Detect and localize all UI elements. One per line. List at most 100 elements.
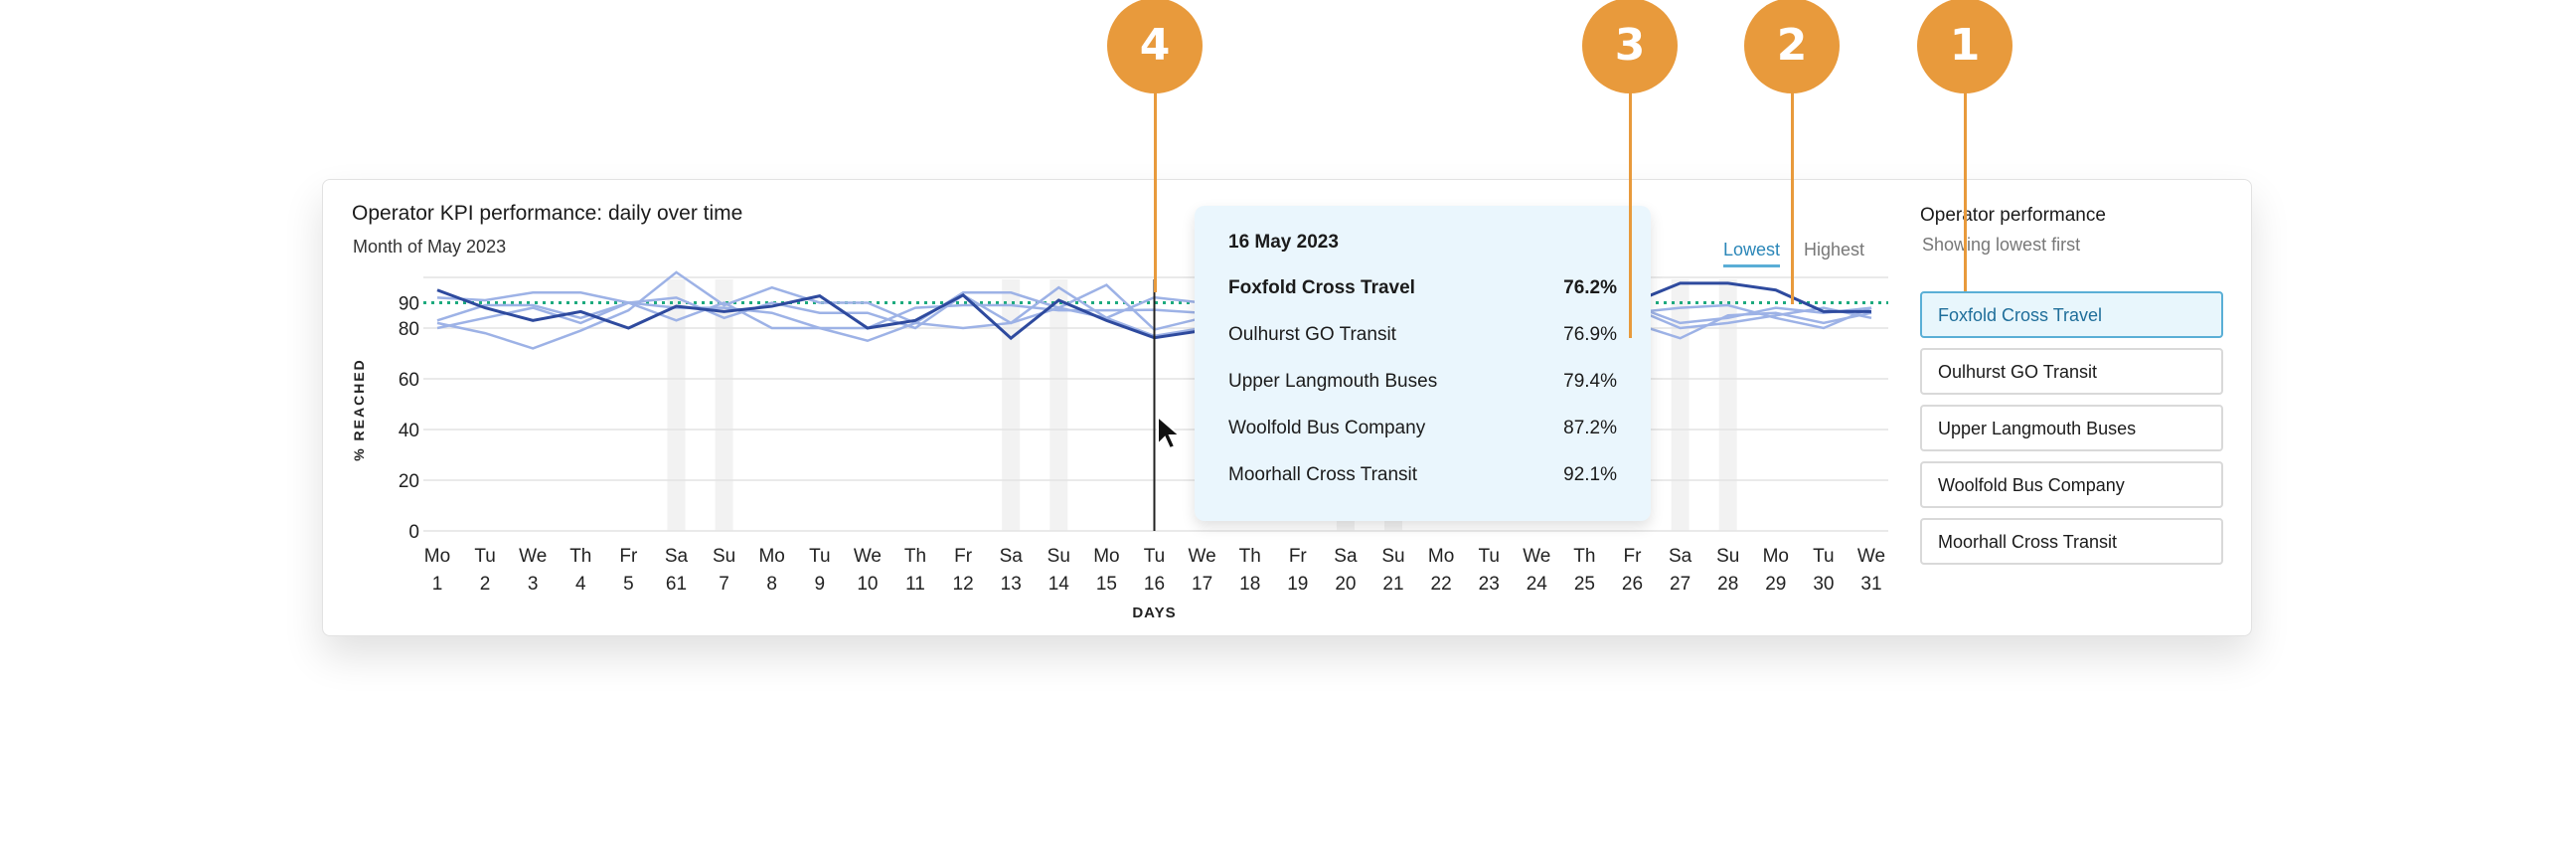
x-tick-weekday: Sa: [1669, 546, 1692, 567]
tooltip-operator-value: 87.2%: [1563, 418, 1617, 438]
y-tick-label: 40: [399, 421, 419, 441]
tooltip-operator-value: 76.9%: [1563, 324, 1617, 345]
annotation-badge-3: 3: [1582, 0, 1678, 93]
tooltip-operator-value: 79.4%: [1563, 371, 1617, 392]
operator-button[interactable]: Moorhall Cross Transit: [1920, 518, 2223, 565]
x-tick-weekday: Th: [569, 546, 591, 567]
operator-button[interactable]: Woolfold Bus Company: [1920, 461, 2223, 508]
x-tick-day: 30: [1813, 574, 1834, 595]
mouse-cursor-icon: [1157, 415, 1183, 450]
x-tick-day: 11: [905, 574, 925, 595]
y-tick-label: 60: [399, 370, 419, 391]
x-tick-day: 25: [1574, 574, 1595, 595]
x-tick-day: 22: [1431, 574, 1452, 595]
x-tick-day: 13: [1001, 574, 1022, 595]
x-tick-weekday: We: [1523, 546, 1550, 567]
x-tick-day: 19: [1287, 574, 1308, 595]
annotation-line-1: [1964, 89, 1967, 291]
tooltip-row: Oulhurst GO Transit 76.9%: [1228, 324, 1617, 371]
x-tick-day: 10: [857, 574, 878, 595]
y-tick-label: 80: [399, 319, 419, 340]
x-tick-weekday: Th: [1239, 546, 1261, 567]
x-tick-weekday: Fr: [619, 546, 638, 567]
x-tick-day: 4: [575, 574, 586, 595]
x-tick-day: 24: [1527, 574, 1548, 595]
tooltip-date: 16 May 2023: [1228, 232, 1339, 253]
x-tick-day: 8: [766, 574, 777, 595]
sort-highest-tab[interactable]: Highest: [1804, 240, 1865, 259]
x-axis-label: DAYS: [1132, 604, 1176, 621]
x-tick-weekday: Mo: [758, 546, 784, 567]
x-tick-weekday: Tu: [809, 546, 830, 567]
x-tick-day: 16: [1144, 574, 1165, 595]
chart-subtitle: Month of May 2023: [353, 237, 507, 257]
weekend-band: [1671, 279, 1690, 531]
sort-lowest-tab[interactable]: Lowest: [1723, 240, 1781, 267]
x-tick-day: 26: [1622, 574, 1643, 595]
panel-title: Operator performance: [1920, 205, 2106, 226]
x-tick-weekday: Sa: [1334, 546, 1358, 567]
y-tick-label: 0: [408, 522, 419, 543]
x-tick-weekday: Mo: [424, 546, 450, 567]
x-tick-day: 1: [432, 574, 443, 595]
x-tick-weekday: We: [1857, 546, 1885, 567]
annotation-badge-4: 4: [1107, 0, 1203, 93]
y-tick-label: 90: [399, 294, 419, 315]
x-tick-day: 28: [1717, 574, 1738, 595]
annotation-badge-1: 1: [1917, 0, 2012, 93]
annotation-line-2: [1791, 89, 1794, 304]
weekend-band: [1002, 279, 1021, 531]
x-tick-day: 29: [1765, 574, 1786, 595]
x-tick-weekday: Su: [713, 546, 735, 567]
x-tick-day: 9: [815, 574, 826, 595]
weekend-band: [1718, 279, 1737, 531]
x-tick-weekday: We: [854, 546, 882, 567]
x-tick-day: 14: [1048, 574, 1070, 595]
x-tick-day: 20: [1335, 574, 1356, 595]
y-tick-label: 20: [399, 471, 419, 492]
operator-button[interactable]: Upper Langmouth Buses: [1920, 405, 2223, 451]
weekend-band: [1049, 279, 1068, 531]
chart-title: Operator KPI performance: daily over tim…: [352, 202, 743, 225]
x-tick-weekday: Su: [1716, 546, 1739, 567]
x-tick-day: 7: [719, 574, 729, 595]
x-tick-day: 61: [666, 574, 687, 595]
x-tick-weekday: Tu: [474, 546, 495, 567]
x-tick-day: 27: [1670, 574, 1690, 595]
hover-tooltip: 16 May 2023 Foxfold Cross Travel 76.2% Oul…: [1195, 206, 1651, 521]
x-tick-day: 31: [1860, 574, 1881, 595]
tooltip-operator-name: Oulhurst GO Transit: [1228, 324, 1396, 345]
tooltip-row: Woolfold Bus Company 87.2%: [1228, 418, 1617, 464]
tooltip-operator-name: Woolfold Bus Company: [1228, 418, 1426, 438]
x-tick-weekday: Th: [1573, 546, 1595, 567]
x-tick-day: 17: [1192, 574, 1212, 595]
y-axis-label: % REACHED: [351, 358, 367, 461]
x-tick-weekday: Mo: [1763, 546, 1789, 567]
x-tick-day: 12: [953, 574, 974, 595]
x-tick-weekday: Su: [1381, 546, 1404, 567]
x-tick-day: 15: [1096, 574, 1117, 595]
tooltip-operator-value: 92.1%: [1563, 464, 1617, 485]
operator-button[interactable]: Oulhurst GO Transit: [1920, 348, 2223, 395]
x-tick-weekday: Tu: [1813, 546, 1834, 567]
x-tick-weekday: Tu: [1144, 546, 1165, 567]
x-tick-weekday: Fr: [1289, 546, 1308, 567]
panel-subtitle: Showing lowest first: [1922, 235, 2081, 255]
tooltip-operator-name: Moorhall Cross Transit: [1228, 464, 1418, 485]
operator-button[interactable]: Foxfold Cross Travel: [1920, 291, 2223, 338]
weekend-band: [715, 279, 733, 531]
weekend-band: [667, 279, 686, 531]
tooltip-row: Moorhall Cross Transit 92.1%: [1228, 464, 1617, 511]
x-tick-weekday: Fr: [954, 546, 973, 567]
x-tick-day: 21: [1382, 574, 1403, 595]
tooltip-operator-name: Foxfold Cross Travel: [1228, 277, 1415, 298]
x-tick-day: 5: [623, 574, 634, 595]
x-tick-weekday: Fr: [1624, 546, 1643, 567]
x-tick-weekday: Tu: [1478, 546, 1499, 567]
x-tick-weekday: We: [1189, 546, 1216, 567]
x-tick-weekday: Sa: [665, 546, 689, 567]
tooltip-row: Foxfold Cross Travel 76.2%: [1228, 277, 1617, 324]
tooltip-operator-value: 76.2%: [1563, 277, 1617, 298]
x-tick-day: 18: [1239, 574, 1260, 595]
tooltip-row: Upper Langmouth Buses 79.4%: [1228, 371, 1617, 418]
